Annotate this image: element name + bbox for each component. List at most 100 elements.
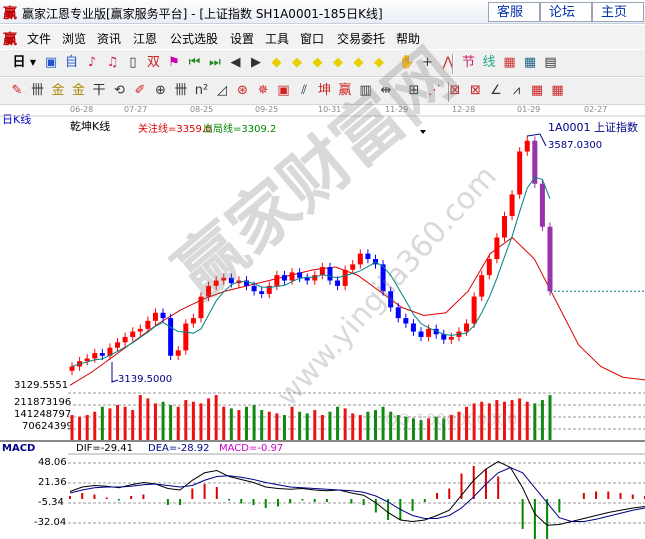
wave-icon[interactable]: ⩘ [512,83,521,98]
candle [160,312,166,319]
indicator-name: 乾坤K线 [70,120,111,133]
menu-item[interactable]: 帮助 [396,32,421,46]
candle [418,331,424,337]
menu-item[interactable]: 工具 [265,32,290,46]
gann-circle-icon[interactable]: ⊛ [237,83,248,98]
square-n-icon[interactable]: n² [194,83,209,98]
window-icon[interactable]: ▣ [44,55,58,70]
candle-icon[interactable]: ▯ [129,55,137,70]
right-arrow-icon[interactable]: ▶ [251,55,261,70]
volume-axis-label: 211873196 [14,397,72,408]
candle [517,151,523,195]
menu-item[interactable]: 交易委托 [337,32,386,46]
menu-item[interactable]: 窗口 [300,32,325,46]
customer-service-button[interactable]: 客服 [488,2,540,22]
volume-bar [282,415,286,440]
candle [410,323,416,332]
dif-line [69,460,645,526]
candle [312,275,318,281]
pen-icon[interactable]: ✎ [11,83,23,98]
menu-item[interactable]: 公式选股 [170,32,219,46]
flag-icon[interactable]: ⚑ [168,55,180,70]
diamond2-icon[interactable]: ◆ [292,55,302,70]
section-icon[interactable]: 节 [461,55,475,70]
menu-item[interactable]: 文件 [27,32,52,46]
homepage-button[interactable]: 主页 [592,2,644,22]
quantize-icon[interactable]: 双 [146,55,160,70]
first-icon[interactable]: ⏮ [188,55,201,70]
kun-icon[interactable]: 坤 [317,83,331,98]
box-icon[interactable]: ▣ [277,83,290,98]
candle [281,275,287,281]
stock-chart[interactable] [0,104,645,539]
forum-button[interactable]: 论坛 [540,2,592,22]
star-icon[interactable]: ✵ [257,83,269,98]
menu-logo[interactable]: 赢 [3,32,17,48]
date-label: 10-31 [318,105,342,114]
period-dropdown[interactable]: 日 [12,55,26,70]
gold1-icon[interactable]: 金 [51,83,65,98]
volume-bar [305,413,309,440]
chevron-down-icon[interactable]: ▼ [29,58,37,67]
volume-bar [131,410,135,440]
ying-icon[interactable]: 赢 [338,83,352,98]
volume-axis-label: 70624399 [22,421,73,432]
diamond6-icon[interactable]: ◆ [374,55,384,70]
fan-icon[interactable]: ⋰ [428,83,441,98]
candle [145,320,151,329]
menu-item[interactable]: 设置 [230,32,255,46]
hand-icon[interactable]: ✋ [398,55,416,70]
ruler-icon[interactable]: ▥ [359,83,372,98]
grid-icon[interactable]: ▦ [530,83,544,98]
volume-bar [389,411,393,440]
candle [297,272,303,278]
line-icon[interactable]: 线 [482,55,496,70]
calculator-icon[interactable]: ▦ [523,55,537,70]
grid-lines-icon[interactable]: 卌 [30,83,44,98]
measure-icon[interactable]: ⇹ [380,83,392,98]
self-select-icon[interactable]: 自 [64,55,78,70]
diamond5-icon[interactable]: ◆ [353,55,364,70]
report-icon[interactable]: ▤ [544,55,557,70]
candle [69,366,75,371]
candle [319,267,325,276]
candle [168,318,174,356]
diamond3-icon[interactable]: ◆ [312,55,323,70]
gann-box-icon[interactable]: ⊠ [449,83,461,98]
line-draw-icon[interactable]: ⋀ [442,55,454,70]
angle-icon[interactable]: ⫽ [301,83,307,98]
spiral-icon[interactable]: ⟲ [114,83,125,98]
dea-value: DEA=-28.92 [148,443,210,454]
last-icon[interactable]: ⏭ [209,55,221,70]
diamond4-icon[interactable]: ◆ [333,55,343,70]
gann-square-icon[interactable]: ⊠ [470,83,481,98]
volume-bar [328,411,332,440]
angle-line-icon[interactable]: ∠ [490,83,502,98]
gold2-icon[interactable]: 金 [71,83,85,98]
candle [130,331,136,337]
cursor-marker-icon [420,130,426,134]
indicator9-icon[interactable]: ♫ [106,55,119,70]
lines-icon[interactable]: 卌 [174,83,188,98]
menu-item[interactable]: 资讯 [97,32,122,46]
calendar-icon[interactable]: ▦ [503,55,516,70]
fib-icon[interactable]: 干 [92,83,106,98]
circle-icon[interactable]: ⊕ [155,83,166,98]
diamond1-icon[interactable]: ◆ [271,55,282,70]
marker-icon[interactable]: ✐ [134,83,146,98]
volume-bar [472,403,476,440]
grid2-icon[interactable]: ▦ [551,83,564,98]
volume-bar [457,411,461,440]
menu-item[interactable]: 江恩 [133,32,158,46]
volume-bar [290,406,294,440]
candle [259,291,265,294]
crosshair-icon[interactable]: + [422,55,433,70]
left-arrow-icon[interactable]: ◀ [230,55,241,70]
candle [539,183,545,227]
triangle-icon[interactable]: ◿ [217,83,227,98]
menu-item[interactable]: 浏览 [62,32,87,46]
volume-bar [434,416,438,440]
volume-bar [480,401,484,440]
indicator3-icon[interactable]: ♪ [87,55,97,70]
frame-icon[interactable]: ⊞ [408,83,420,98]
